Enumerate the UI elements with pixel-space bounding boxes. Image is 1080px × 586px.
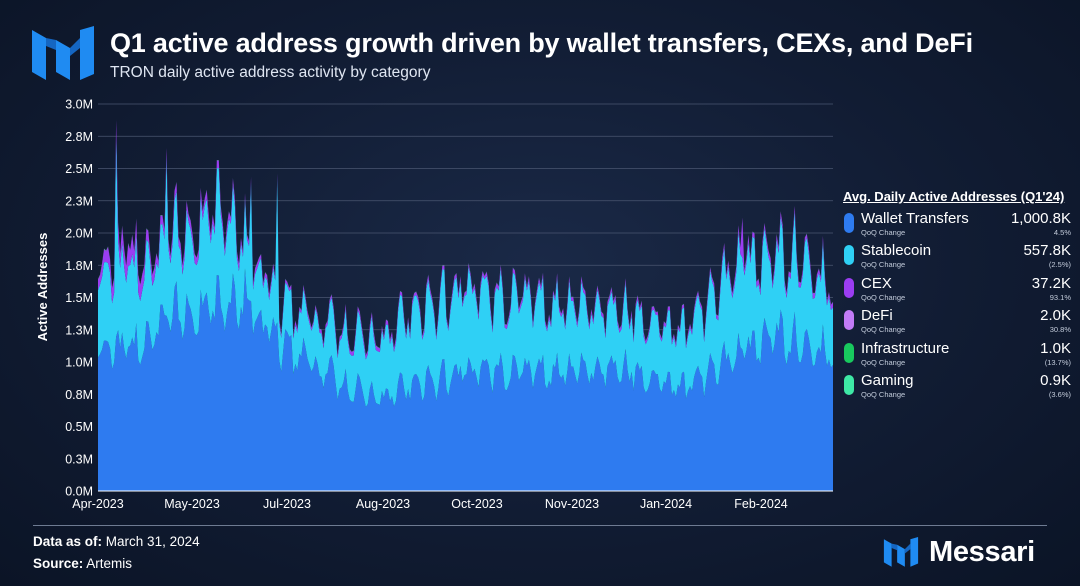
- y-tick-label: 2.8M: [65, 130, 93, 144]
- chart-subtitle: TRON daily active address activity by ca…: [110, 64, 431, 81]
- legend-label: Stablecoin: [861, 242, 932, 260]
- brand: Messari: [883, 535, 1053, 571]
- y-tick-label: 1.8M: [65, 259, 93, 273]
- legend-value: 1,000.8K: [1010, 210, 1071, 227]
- legend-value: 37.2K: [1031, 274, 1071, 292]
- legend-item-stablecoin: Stablecoin 557.8K QoQ Change (2.5%): [843, 240, 1075, 272]
- x-tick-label: Jul-2023: [263, 497, 311, 511]
- x-tick-label: Oct-2023: [451, 497, 502, 511]
- legend-label: CEX: [861, 274, 892, 292]
- legend-item-wallet-transfers: Wallet Transfers 1,000.8K QoQ Change 4.5…: [843, 208, 1075, 240]
- y-tick-label: 0.0M: [65, 485, 93, 499]
- x-axis: Apr-2023 May-2023 Jul-2023 Aug-2023 Oct-2023…: [72, 490, 833, 511]
- brand-name: Messari: [929, 536, 1035, 568]
- legend-label: Wallet Transfers: [861, 210, 969, 227]
- footer-divider: [33, 525, 1047, 526]
- legend-item-infrastructure: Infrastructure 1.0K QoQ Change (13.7%): [843, 338, 1075, 370]
- legend-swatch: [844, 374, 854, 395]
- legend-change: (3.6%): [1048, 389, 1071, 399]
- legend-sub-label: QoQ Change: [861, 260, 906, 270]
- legend-value: 557.8K: [1023, 242, 1071, 260]
- x-tick-label: Nov-2023: [545, 497, 599, 511]
- y-tick-label: 0.3M: [65, 452, 93, 466]
- y-tick-label: 1.0M: [65, 356, 93, 370]
- y-tick-label: 3.0M: [65, 98, 93, 112]
- legend-change: 30.8%: [1049, 325, 1071, 335]
- legend-value: 0.9K: [1040, 371, 1071, 389]
- messari-logo-icon: [883, 537, 919, 567]
- x-tick-label: Jan-2024: [640, 497, 692, 511]
- legend: Avg. Daily Active Addresses (Q1'24) Wall…: [843, 189, 1075, 402]
- x-tick-label: May-2023: [164, 497, 220, 511]
- legend-label: Gaming: [861, 371, 914, 389]
- x-tick-label: Feb-2024: [734, 497, 788, 511]
- data-as-of: Data as of: March 31, 2024: [33, 534, 200, 549]
- legend-title: Avg. Daily Active Addresses (Q1'24): [843, 189, 1065, 204]
- y-tick-label: 1.3M: [65, 323, 93, 337]
- legend-change: 4.5%: [1053, 228, 1071, 237]
- y-tick-label: 1.5M: [65, 291, 93, 305]
- legend-change: 93.1%: [1049, 292, 1071, 302]
- y-tick-label: 2.3M: [65, 194, 93, 208]
- legend-sub-label: QoQ Change: [861, 292, 906, 302]
- legend-sub-label: QoQ Change: [861, 228, 906, 237]
- legend-swatch: [844, 310, 854, 331]
- x-tick-label: Apr-2023: [72, 497, 123, 511]
- legend-sub-label: QoQ Change: [861, 357, 906, 367]
- data-as-of-label: Data as of:: [33, 534, 103, 549]
- legend-value: 1.0K: [1040, 339, 1071, 357]
- chart-areas: [98, 119, 833, 491]
- chart-title: Q1 active address growth driven by walle…: [110, 28, 973, 58]
- legend-swatch: [844, 342, 854, 363]
- legend-label: Infrastructure: [861, 339, 950, 357]
- source-value: Artemis: [86, 556, 133, 571]
- messari-logo-icon: [32, 26, 94, 80]
- legend-swatch: [844, 245, 854, 266]
- legend-sub-label: QoQ Change: [861, 325, 906, 335]
- y-tick-label: 0.5M: [65, 420, 93, 434]
- legend-value: 2.0K: [1040, 307, 1071, 325]
- legend-sub-label: QoQ Change: [861, 389, 906, 399]
- source: Source: Artemis: [33, 556, 132, 571]
- x-tick-label: Aug-2023: [356, 497, 410, 511]
- legend-item-gaming: Gaming 0.9K QoQ Change (3.6%): [843, 370, 1075, 402]
- area-wallet-transfers: [98, 268, 833, 491]
- y-tick-label: 2.0M: [65, 227, 93, 241]
- legend-swatch: [844, 277, 854, 298]
- area-stablecoin: [98, 135, 833, 407]
- legend-change: (13.7%): [1044, 357, 1071, 367]
- y-axis-label: Active Addresses: [35, 233, 50, 342]
- y-tick-label: 0.8M: [65, 388, 93, 402]
- data-as-of-value: March 31, 2024: [105, 534, 200, 549]
- legend-item-defi: DeFi 2.0K QoQ Change 30.8%: [843, 305, 1075, 337]
- legend-item-cex: CEX 37.2K QoQ Change 93.1%: [843, 273, 1075, 305]
- y-axis: 0.0M 0.3M 0.5M 0.8M 1.0M 1.3M 1.5M 1.8M 2.0M 2.3M…: [65, 98, 93, 499]
- y-tick-label: 2.5M: [65, 162, 93, 176]
- legend-change: (2.5%): [1048, 260, 1071, 270]
- legend-label: DeFi: [861, 307, 893, 325]
- legend-swatch: [844, 213, 854, 233]
- source-label: Source:: [33, 556, 84, 571]
